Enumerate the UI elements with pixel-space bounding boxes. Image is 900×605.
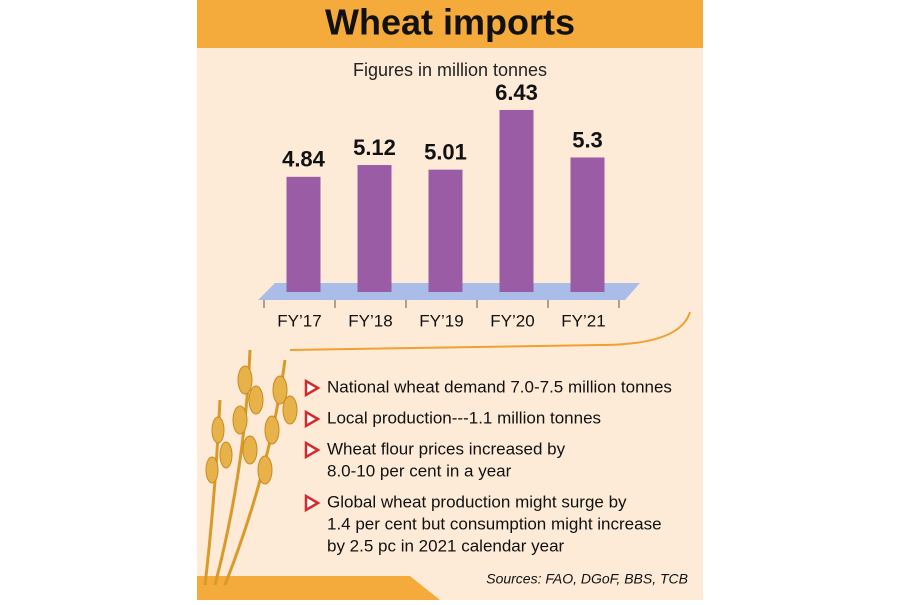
bullet-marker xyxy=(304,378,321,398)
bar xyxy=(286,176,321,292)
x-tick-label: FY’17 xyxy=(277,311,321,330)
bullet-marker xyxy=(304,409,321,429)
bar xyxy=(357,165,392,292)
note-text: Wheat flour prices increased by xyxy=(327,439,566,458)
bottom-band xyxy=(197,576,440,600)
x-tick-label: FY’21 xyxy=(561,311,605,330)
value-label: 4.84 xyxy=(282,147,326,172)
sources: Sources: FAO, DGoF, BBS, TCB xyxy=(486,571,688,587)
bar xyxy=(428,169,463,292)
value-label: 5.3 xyxy=(572,127,603,152)
header-band xyxy=(197,0,703,48)
chart-title: Wheat imports xyxy=(325,2,575,43)
value-label: 6.43 xyxy=(495,80,538,105)
bullet-marker xyxy=(304,440,321,460)
divider xyxy=(289,311,691,351)
value-label: 5.01 xyxy=(424,139,467,164)
note-text: 8.0-10 per cent in a year xyxy=(327,461,512,480)
note-text: National wheat demand 7.0-7.5 million to… xyxy=(327,377,672,396)
bullet-marker xyxy=(304,493,321,513)
x-tick-label: FY’19 xyxy=(419,311,463,330)
note-text: by 2.5 pc in 2021 calendar year xyxy=(327,536,565,555)
wheat-illustration xyxy=(203,349,298,586)
value-label: 5.12 xyxy=(353,135,396,160)
x-tick-label: FY’20 xyxy=(490,311,534,330)
note-text: Global wheat production might surge by xyxy=(327,492,627,511)
note-text: Local production---1.1 million tonnes xyxy=(327,408,601,427)
chart-subtitle: Figures in million tonnes xyxy=(353,60,547,80)
note-text: 1.4 per cent but consumption might incre… xyxy=(327,514,662,533)
bar xyxy=(570,157,605,292)
x-tick-label: FY’18 xyxy=(348,311,392,330)
bar xyxy=(499,109,534,293)
